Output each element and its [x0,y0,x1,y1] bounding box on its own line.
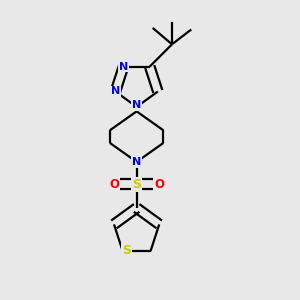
Text: N: N [111,86,120,97]
Text: O: O [154,178,164,191]
Text: N: N [119,61,128,72]
Text: O: O [109,178,119,191]
Text: N: N [132,157,141,167]
Text: S: S [122,244,131,257]
Text: S: S [132,178,141,191]
Text: N: N [132,100,141,110]
